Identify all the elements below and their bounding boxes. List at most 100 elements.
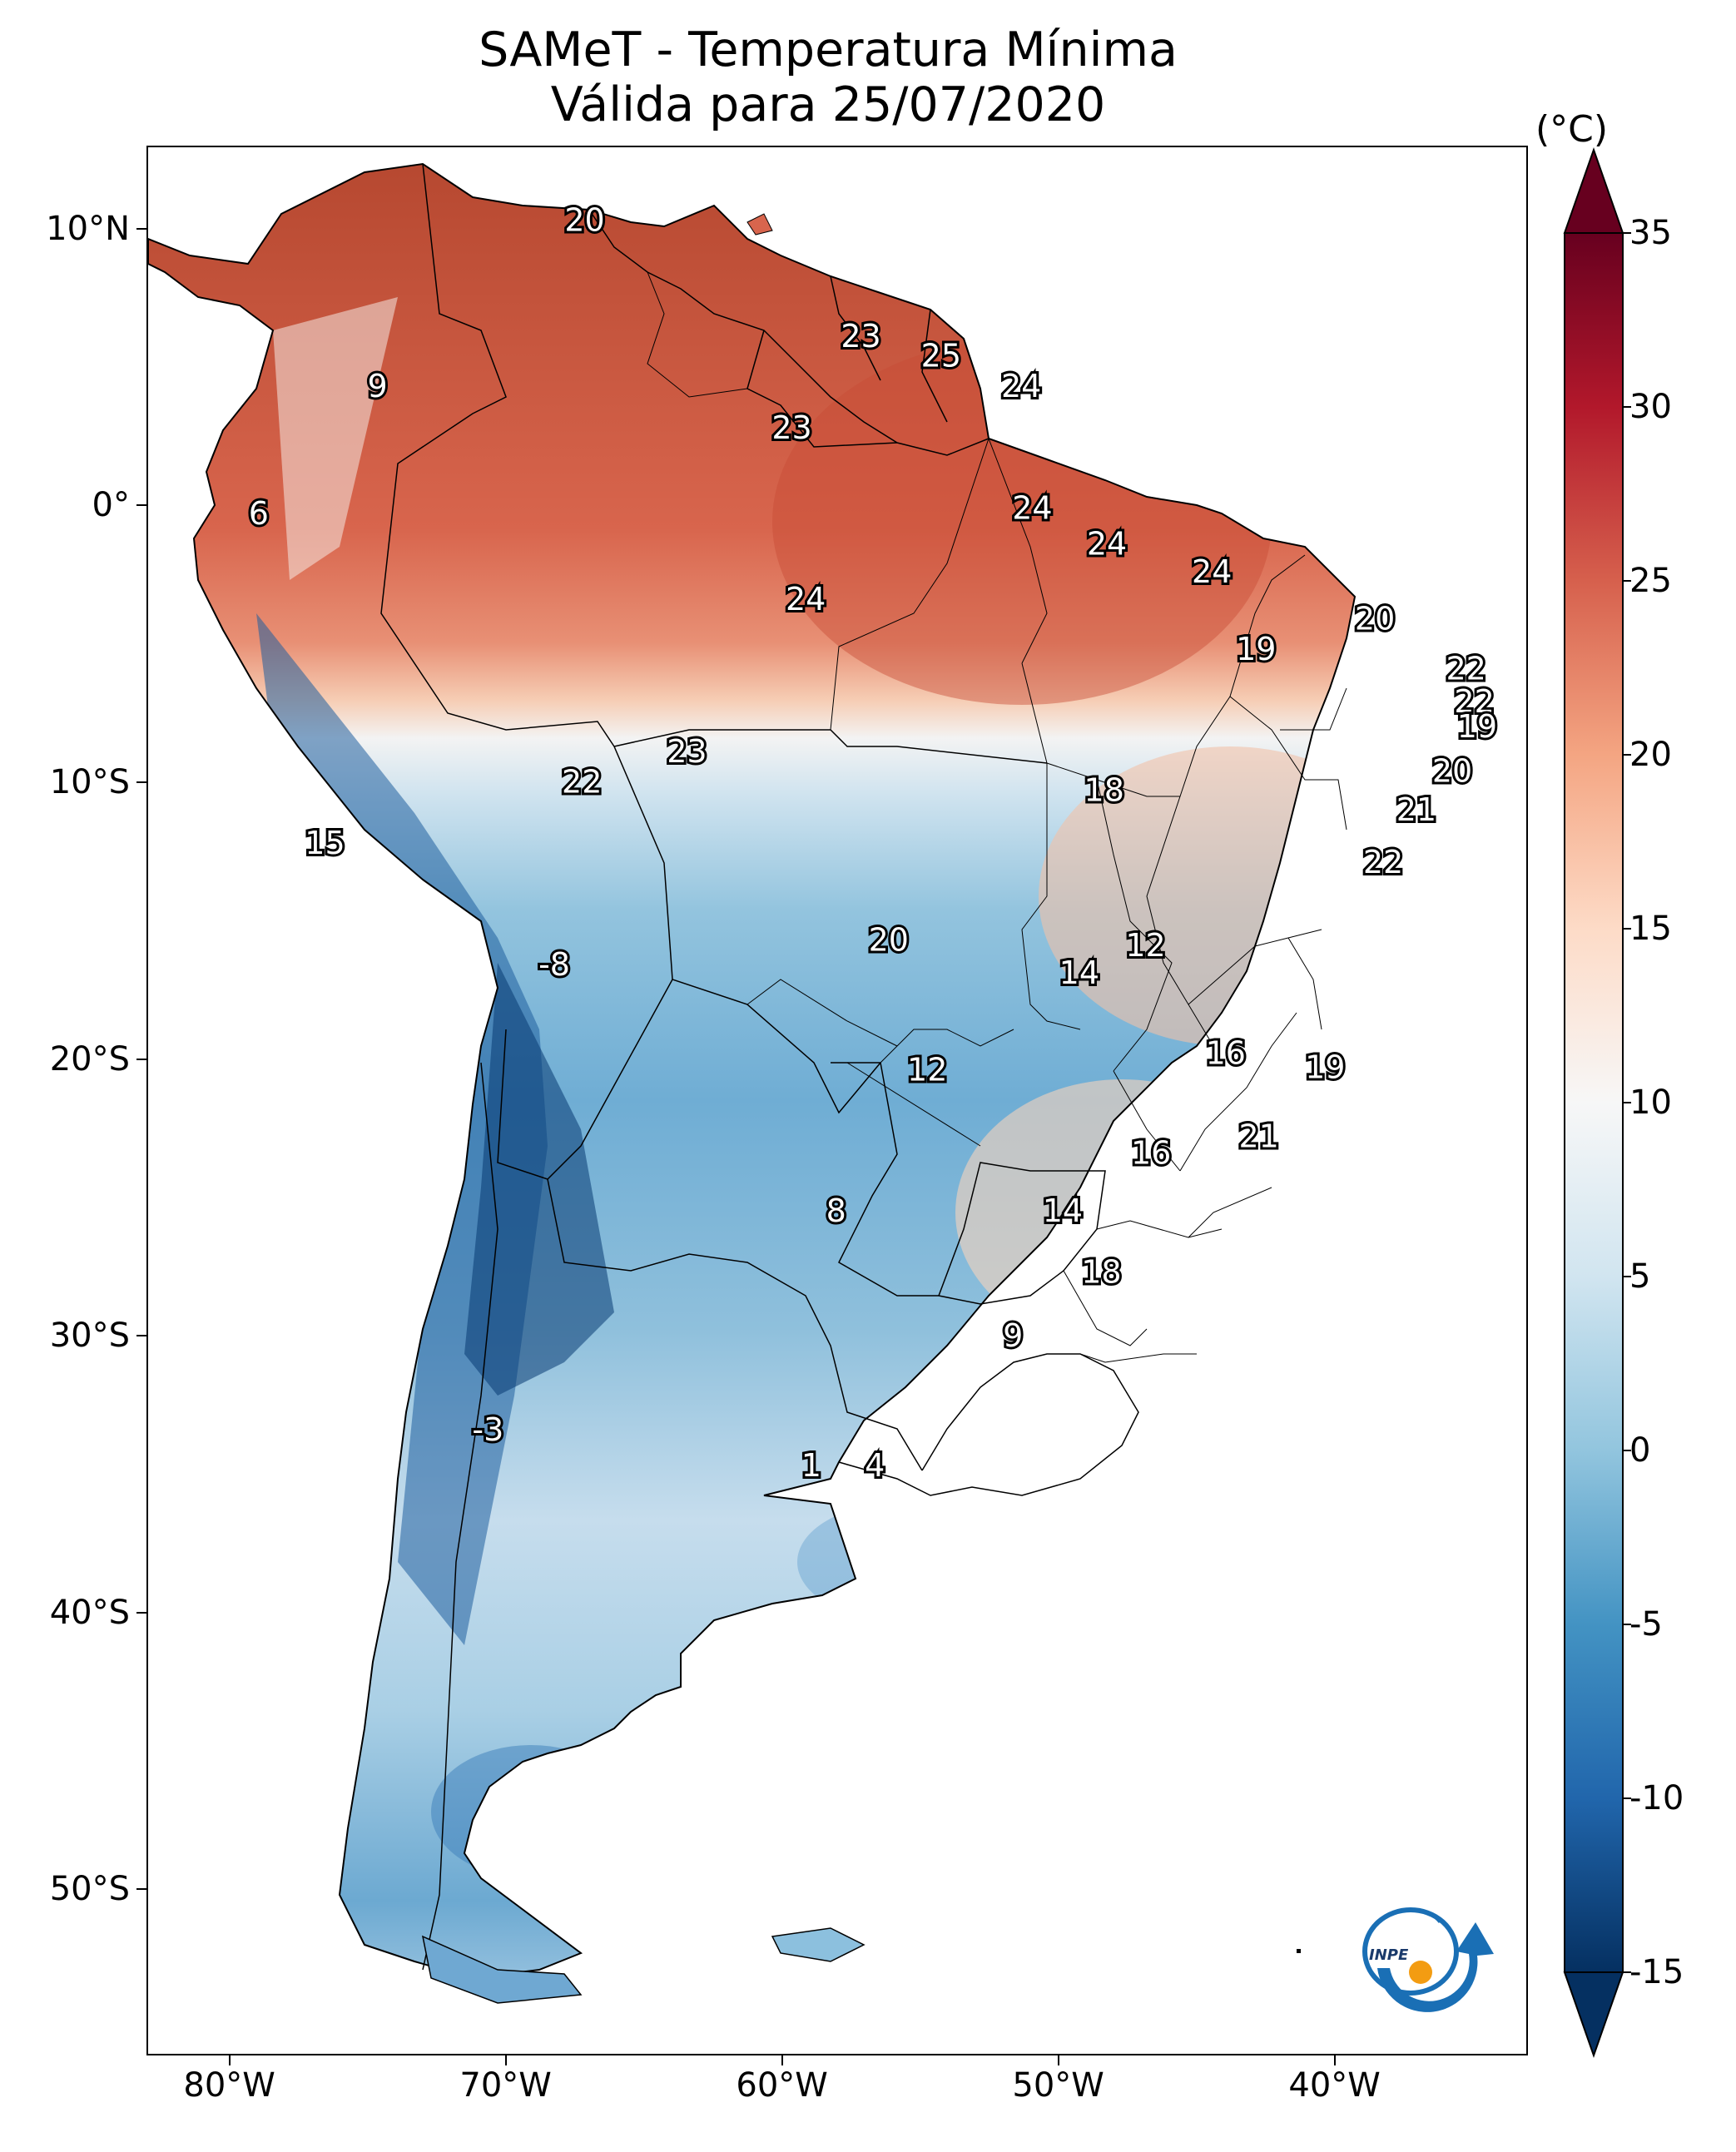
lon-tick-mark [1333, 2055, 1336, 2065]
colorbar-tick-mark [1623, 928, 1631, 930]
lon-tick-mark [1057, 2055, 1059, 2065]
temperature-value-label: 20 [1355, 600, 1395, 637]
temperature-value-label: 18 [1084, 772, 1124, 809]
colorbar-tick-mark [1623, 580, 1631, 582]
colorbar-scale [1564, 232, 1624, 1973]
lat-tick-mark [136, 1335, 146, 1337]
colorbar-tick-label: -15 [1629, 1953, 1684, 1991]
colorbar-tick-mark [1623, 754, 1631, 756]
temperature-value-label: -8 [538, 946, 570, 983]
colorbar-tick-mark [1623, 1450, 1631, 1451]
lon-tick-mark [228, 2055, 231, 2065]
temperature-value-label: 22 [562, 764, 602, 801]
temperature-value-label: 1 [801, 1447, 821, 1484]
temperature-value-label: 23 [771, 409, 811, 446]
lat-tick-mark [136, 1058, 146, 1060]
lat-tick-label: 10°N [46, 209, 130, 248]
temperature-value-label: 14 [1043, 1193, 1083, 1229]
temperature-value-label: 24 [1192, 553, 1232, 590]
colorbar-tick-label: 10 [1629, 1083, 1672, 1122]
colorbar-tick-label: 30 [1629, 388, 1672, 426]
svg-text:INPE: INPE [1369, 1946, 1409, 1964]
colorbar-unit: (°C) [1535, 108, 1609, 151]
temperature-value-label: 22 [1363, 844, 1403, 880]
colorbar-tick-mark [1623, 1624, 1631, 1625]
temperature-value-label: 14 [1059, 955, 1099, 991]
country-borders [380, 163, 1139, 1971]
lat-tick-label: 0° [92, 486, 130, 525]
temperature-value-label: 18 [1081, 1253, 1121, 1290]
temperature-value-label: 23 [667, 733, 707, 770]
lat-tick-label: 40°S [49, 1593, 130, 1632]
lat-tick-mark [136, 1888, 146, 1891]
lat-tick-mark [136, 781, 146, 783]
lat-tick-mark [136, 227, 146, 230]
lat-tick-label: 20°S [49, 1039, 130, 1078]
temperature-value-label: 8 [826, 1193, 846, 1229]
temperature-value-label: 24 [1087, 526, 1127, 563]
temperature-value-label: 9 [367, 368, 387, 404]
lat-tick-label: 50°S [49, 1870, 130, 1909]
colorbar-extend-max [1563, 146, 1624, 234]
colorbar-tick-label: 0 [1629, 1431, 1651, 1470]
temperature-value-label: 15 [305, 825, 345, 861]
temperature-value-label: 12 [907, 1052, 947, 1088]
temperature-value-label: 19 [1305, 1049, 1345, 1085]
temperature-value-label: 4 [865, 1447, 885, 1484]
temperature-value-label: 24 [1012, 489, 1052, 526]
lon-tick-label: 50°W [1012, 2066, 1104, 2105]
colorbar-tick-mark [1623, 232, 1631, 234]
temperature-value-label: 16 [1206, 1035, 1246, 1072]
lon-tick-label: 80°W [183, 2066, 275, 2105]
colorbar-tick-label: 35 [1629, 214, 1672, 252]
lon-tick-label: 70°W [459, 2066, 552, 2105]
state-borders [647, 271, 1347, 1363]
map-subtitle: Válida para 25/07/2020 [550, 77, 1106, 132]
temperature-value-label: 23 [841, 318, 880, 355]
temperature-value-label: 22 [1454, 683, 1494, 720]
temperature-value-label: 20 [564, 201, 604, 238]
temperature-value-label: 25 [921, 337, 961, 374]
colorbar-tick-label: 25 [1629, 562, 1672, 600]
lat-tick-label: 10°S [49, 763, 130, 801]
map-title: SAMeT - Temperatura Mínima [479, 22, 1178, 77]
lon-tick-label: 60°W [736, 2066, 828, 2105]
temperature-value-label: 21 [1238, 1118, 1278, 1154]
colorbar [1563, 146, 1624, 2059]
temperature-value-label: 19 [1457, 708, 1497, 745]
lon-tick-label: 40°W [1288, 2066, 1381, 2105]
lat-tick-label: 30°S [49, 1316, 130, 1356]
temperature-value-label: -3 [472, 1411, 503, 1448]
colorbar-tick-label: 20 [1629, 736, 1672, 774]
lat-tick-mark [136, 504, 146, 507]
lat-tick-mark [136, 1611, 146, 1614]
temperature-value-label: 12 [1125, 927, 1165, 964]
temperature-value-label: 21 [1396, 791, 1436, 828]
temperature-value-label: 9 [1003, 1317, 1023, 1354]
temperature-value-label: 20 [869, 921, 909, 958]
falkland-islands [771, 1927, 866, 1962]
colorbar-tick-label: 5 [1629, 1257, 1651, 1296]
colorbar-tick-label: 15 [1629, 910, 1672, 948]
colorbar-tick-mark [1623, 1971, 1631, 1973]
colorbar-tick-label: -10 [1629, 1779, 1684, 1817]
temperature-value-label: 22 [1446, 650, 1486, 687]
temperature-value-label: 20 [1432, 752, 1472, 789]
temperature-value-label: 6 [249, 495, 269, 532]
colorbar-tick-mark [1623, 406, 1631, 408]
lon-tick-mark [504, 2055, 507, 2065]
temperature-value-label: 16 [1131, 1134, 1171, 1171]
temperature-value-label: 24 [1001, 368, 1041, 404]
colorbar-tick-label: -5 [1629, 1605, 1663, 1644]
lon-tick-mark [781, 2055, 783, 2065]
temperature-value-label: 24 [786, 581, 826, 617]
colorbar-tick-mark [1623, 1797, 1631, 1799]
inpe-logo: INPE [1362, 1907, 1494, 2012]
colorbar-tick-mark [1623, 1276, 1631, 1277]
temperature-value-label: 19 [1236, 631, 1276, 667]
colorbar-extend-min [1563, 1971, 1624, 2059]
map-panel[interactable]: 20 23 25 24 9 23 6 24 24 24 24 20 19 22 22 19 23 20 22 18 21… [146, 146, 1528, 2055]
colorbar-tick-mark [1623, 1102, 1631, 1103]
